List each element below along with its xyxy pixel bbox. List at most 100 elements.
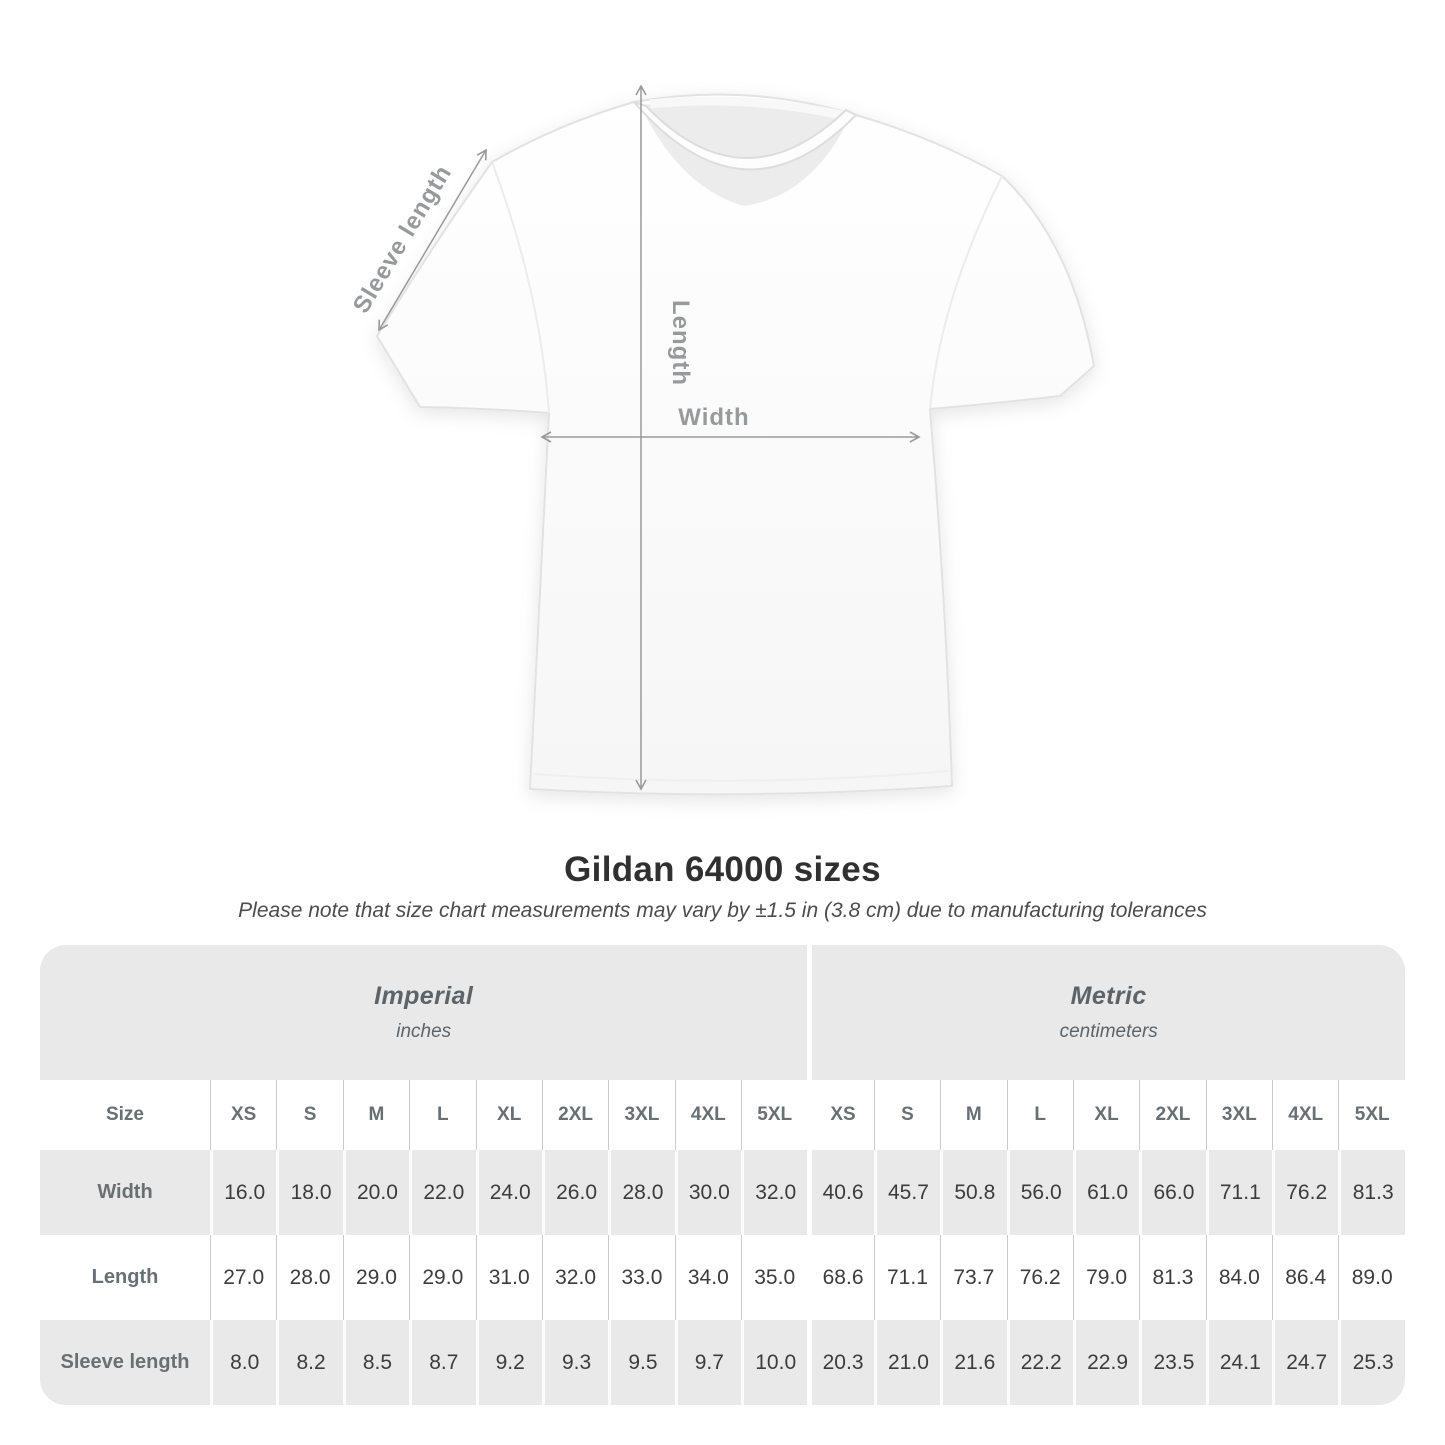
size-value-cell: 35.0 bbox=[741, 1235, 808, 1320]
size-value-cell: 66.0 bbox=[1139, 1150, 1206, 1235]
width-label: Width bbox=[678, 404, 749, 431]
size-value-cell: 22.2 bbox=[1006, 1320, 1073, 1405]
size-value-cell: 71.1 bbox=[873, 1235, 941, 1320]
size-value-cell: 61.0 bbox=[1072, 1150, 1140, 1235]
row-label: Length bbox=[40, 1235, 210, 1320]
length-label: Length bbox=[667, 300, 694, 386]
row-label: Sleeve length bbox=[40, 1320, 210, 1405]
size-value-cell: 10.0 bbox=[741, 1320, 808, 1405]
size-value-cell: 24.7 bbox=[1272, 1320, 1339, 1405]
size-value-cell: 18.0 bbox=[276, 1150, 343, 1235]
size-col-header-metric: XL bbox=[1072, 1080, 1140, 1150]
size-col-header-imperial: L bbox=[409, 1080, 476, 1150]
size-value-cell: 20.0 bbox=[342, 1150, 410, 1235]
right-armhole-seam bbox=[929, 175, 1003, 410]
size-value-cell: 81.3 bbox=[1338, 1150, 1405, 1235]
size-header: Size bbox=[40, 1080, 210, 1150]
size-value-cell: 81.3 bbox=[1139, 1235, 1206, 1320]
group-header-label: Metric bbox=[1070, 982, 1147, 1010]
size-value-cell: 21.0 bbox=[873, 1320, 941, 1405]
group-header-metric: Metric centimeters bbox=[807, 945, 1405, 1080]
size-col-header-imperial: 2XL bbox=[541, 1080, 609, 1150]
size-value-cell: 26.0 bbox=[541, 1150, 609, 1235]
size-value-cell: 16.0 bbox=[210, 1150, 277, 1235]
size-col-header-metric: 5XL bbox=[1338, 1080, 1405, 1150]
size-value-cell: 89.0 bbox=[1338, 1235, 1405, 1320]
back-collar bbox=[649, 96, 847, 121]
shirt-diagram: Sleeve length Length Width bbox=[348, 84, 1095, 796]
size-col-header-imperial: 5XL bbox=[741, 1080, 808, 1150]
size-col-header-metric: 2XL bbox=[1139, 1080, 1206, 1150]
left-armhole-seam bbox=[491, 161, 550, 414]
size-value-cell: 50.8 bbox=[940, 1150, 1007, 1235]
size-value-cell: 24.0 bbox=[475, 1150, 542, 1235]
size-value-cell: 21.6 bbox=[940, 1320, 1007, 1405]
size-col-header-metric: L bbox=[1006, 1080, 1073, 1150]
size-col-header-imperial: XL bbox=[475, 1080, 542, 1150]
size-col-header-metric: 4XL bbox=[1272, 1080, 1339, 1150]
collar-band bbox=[633, 101, 857, 171]
size-value-cell: 32.0 bbox=[741, 1150, 808, 1235]
size-value-cell: 76.2 bbox=[1272, 1150, 1339, 1235]
size-col-header-metric: XS bbox=[807, 1080, 874, 1150]
size-value-cell: 8.5 bbox=[342, 1320, 410, 1405]
size-value-cell: 9.5 bbox=[608, 1320, 675, 1405]
size-value-cell: 9.3 bbox=[541, 1320, 609, 1405]
size-col-header-imperial: XS bbox=[210, 1080, 277, 1150]
shirt-illustration: Sleeve length Length Width bbox=[348, 84, 1095, 796]
neck-opening bbox=[640, 103, 850, 206]
tolerance-note: Please note that size chart measurements… bbox=[238, 899, 1207, 922]
size-value-cell: 56.0 bbox=[1006, 1150, 1073, 1235]
size-value-cell: 86.4 bbox=[1272, 1235, 1339, 1320]
size-value-cell: 8.0 bbox=[210, 1320, 277, 1405]
size-value-cell: 30.0 bbox=[674, 1150, 741, 1235]
size-value-cell: 71.1 bbox=[1205, 1150, 1272, 1235]
size-value-cell: 28.0 bbox=[276, 1235, 343, 1320]
size-value-cell: 76.2 bbox=[1006, 1235, 1073, 1320]
size-value-cell: 24.1 bbox=[1205, 1320, 1272, 1405]
size-value-cell: 22.0 bbox=[409, 1150, 476, 1235]
size-value-cell: 33.0 bbox=[608, 1235, 675, 1320]
group-header-label: Imperial bbox=[374, 982, 474, 1010]
size-value-cell: 84.0 bbox=[1205, 1235, 1272, 1320]
page-title: Gildan 64000 sizes bbox=[564, 850, 881, 889]
size-col-header-imperial: M bbox=[342, 1080, 410, 1150]
size-value-cell: 29.0 bbox=[409, 1235, 476, 1320]
size-value-cell: 68.6 bbox=[807, 1235, 874, 1320]
size-col-header-imperial: S bbox=[276, 1080, 343, 1150]
table-row: Length 27.0 28.0 29.0 29.0 31.0 32.0 33.0 34.0 35… bbox=[40, 1235, 1405, 1320]
size-col-header-metric: M bbox=[940, 1080, 1007, 1150]
size-value-cell: 27.0 bbox=[210, 1235, 277, 1320]
size-value-cell: 20.3 bbox=[807, 1320, 874, 1405]
size-value-cell: 8.7 bbox=[409, 1320, 476, 1405]
size-table-wrap: Imperial inches Metric centimeters Size XS S M L… bbox=[40, 945, 1405, 1405]
size-value-cell: 23.5 bbox=[1139, 1320, 1206, 1405]
size-value-cell: 9.2 bbox=[475, 1320, 542, 1405]
size-value-cell: 34.0 bbox=[674, 1235, 741, 1320]
size-col-header-metric: S bbox=[873, 1080, 941, 1150]
size-table: Imperial inches Metric centimeters Size XS S M L… bbox=[40, 945, 1405, 1405]
size-value-cell: 25.3 bbox=[1338, 1320, 1405, 1405]
size-value-cell: 31.0 bbox=[475, 1235, 542, 1320]
size-col-header-imperial: 3XL bbox=[608, 1080, 675, 1150]
group-header-unit: inches bbox=[396, 1021, 452, 1042]
size-value-cell: 73.7 bbox=[940, 1235, 1007, 1320]
hem-seam bbox=[533, 770, 949, 782]
row-label: Width bbox=[40, 1150, 210, 1235]
size-value-cell: 45.7 bbox=[873, 1150, 941, 1235]
size-value-cell: 29.0 bbox=[342, 1235, 410, 1320]
sleeve-length-arrow bbox=[378, 148, 487, 332]
size-value-cell: 22.9 bbox=[1072, 1320, 1140, 1405]
size-col-header-imperial: 4XL bbox=[674, 1080, 741, 1150]
group-header-unit: centimeters bbox=[1059, 1021, 1158, 1042]
size-value-cell: 28.0 bbox=[608, 1150, 675, 1235]
size-value-cell: 40.6 bbox=[807, 1150, 874, 1235]
size-value-cell: 32.0 bbox=[541, 1235, 609, 1320]
size-col-header-metric: 3XL bbox=[1205, 1080, 1272, 1150]
group-header-imperial: Imperial inches bbox=[40, 945, 808, 1080]
size-value-cell: 79.0 bbox=[1072, 1235, 1140, 1320]
size-value-cell: 8.2 bbox=[276, 1320, 343, 1405]
size-value-cell: 9.7 bbox=[674, 1320, 741, 1405]
table-row: Sleeve length 8.0 8.2 8.5 8.7 9.2 9.3 9.5 9.7 10.… bbox=[40, 1320, 1405, 1405]
